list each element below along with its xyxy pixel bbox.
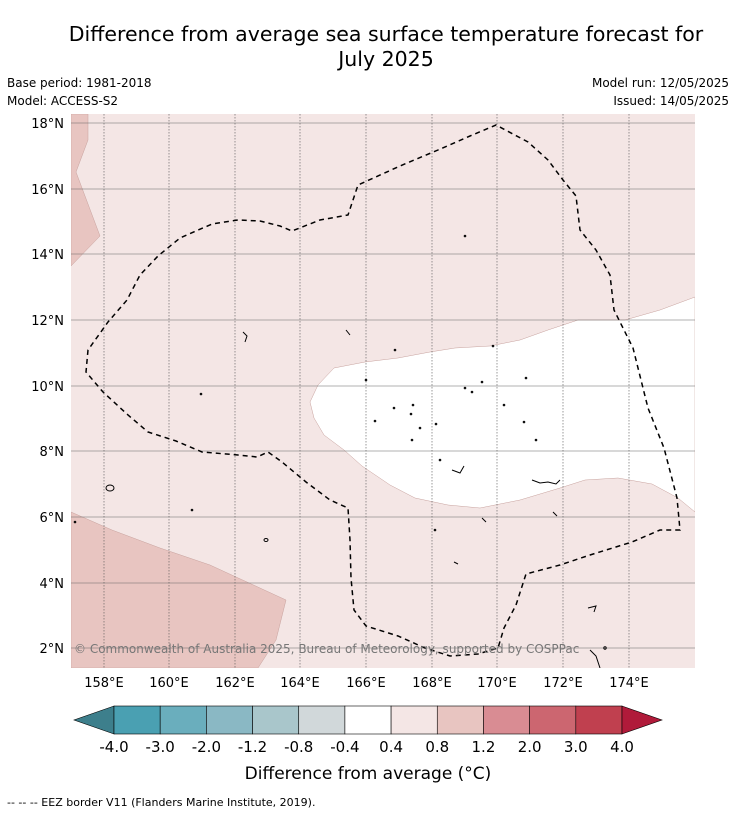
colorbar-extend-low (73, 705, 115, 735)
eez-legend-note: -- -- -- EEZ border V11 (Flanders Marine… (7, 796, 316, 809)
colorbar-swatch (575, 705, 623, 735)
colorbar-tick-label: -0.8 (284, 738, 313, 756)
lon-label: 172°E (543, 676, 583, 691)
lon-label: 174°E (609, 676, 649, 691)
lon-label: 160°E (149, 676, 189, 691)
model-name: Model: ACCESS-S2 (7, 94, 119, 108)
colorbar-swatch (206, 705, 253, 735)
colorbar-swatch (344, 705, 392, 735)
anomaly-0-8-to-1-2-north (71, 114, 101, 267)
anomaly-neutral-region (309, 296, 695, 513)
lat-label: 8°N (40, 445, 65, 460)
colorbar-tick-label: -1.2 (238, 738, 267, 756)
lat-label: 4°N (40, 577, 65, 592)
colorbar-swatch (529, 705, 577, 735)
colorbar: -4.0 -3.0 -2.0 -1.2 -0.8 -0.4 0.4 0.8 1.2 2.0 3.0 4… (73, 705, 663, 756)
lat-label: 6°N (40, 511, 65, 526)
colorbar-swatch (436, 705, 484, 735)
lon-label: 164°E (280, 676, 320, 691)
longitude-gridlines (103, 114, 630, 668)
meta-right: Model run: 12/05/2025 Issued: 14/05/2025 (592, 74, 729, 110)
title-line-2: July 2025 (338, 47, 434, 71)
issued-date: Issued: 14/05/2025 (613, 94, 729, 108)
latitude-labels: 18°N 16°N 14°N 12°N 10°N 8°N 6°N 4°N 2°N (31, 117, 64, 657)
lon-label: 162°E (215, 676, 255, 691)
colorbar-tick-label: -0.4 (330, 738, 359, 756)
lon-label: 158°E (84, 676, 124, 691)
lon-label: 168°E (412, 676, 452, 691)
colorbar-title: Difference from average (°C) (244, 764, 492, 784)
lat-label: 18°N (31, 117, 64, 132)
colorbar-tick-label: 4.0 (610, 738, 634, 756)
map-area: © Commonwealth of Australia 2025, Bureau… (71, 114, 695, 668)
title-line-1: Difference from average sea surface temp… (68, 22, 704, 46)
lat-label: 2°N (40, 642, 65, 657)
base-period: Base period: 1981-2018 (7, 76, 152, 90)
anomaly-0-8-to-1-2-south (71, 511, 287, 668)
longitude-labels: 158°E 160°E 162°E 164°E 166°E 168°E 170°… (84, 676, 649, 691)
colorbar-tick-label: 0.8 (425, 738, 449, 756)
colorbar-tick-label: 0.4 (379, 738, 403, 756)
eez-border-line (85, 124, 681, 657)
colorbar-tick-label: 1.2 (472, 738, 496, 756)
lat-label: 16°N (31, 183, 64, 198)
lon-label: 166°E (346, 676, 386, 691)
model-run: Model run: 12/05/2025 (591, 76, 729, 90)
map-title: Difference from average sea surface temp… (40, 22, 732, 72)
colorbar-swatch (252, 705, 300, 735)
colorbar-swatch (113, 705, 161, 735)
colorbar-tick-label: -4.0 (99, 738, 128, 756)
colorbar-tick-label: 2.0 (518, 738, 542, 756)
meta-left: Base period: 1981-2018 Model: ACCESS-S2 (7, 74, 152, 110)
latitude-gridlines (71, 122, 695, 649)
colorbar-swatch (483, 705, 530, 735)
colorbar-tick-label: 3.0 (564, 738, 588, 756)
colorbar-swatch (390, 705, 438, 735)
copyright-notice: © Commonwealth of Australia 2025, Bureau… (74, 642, 579, 656)
lat-label: 14°N (31, 248, 64, 263)
lat-label: 10°N (31, 380, 64, 395)
colorbar-tick-label: -3.0 (146, 738, 175, 756)
colorbar-swatch (298, 705, 346, 735)
lon-label: 170°E (477, 676, 517, 691)
colorbar-extend-high (621, 705, 663, 735)
islands (73, 234, 607, 668)
colorbar-tick-label: -2.0 (192, 738, 221, 756)
lat-label: 12°N (31, 314, 64, 329)
colorbar-swatch (159, 705, 207, 735)
